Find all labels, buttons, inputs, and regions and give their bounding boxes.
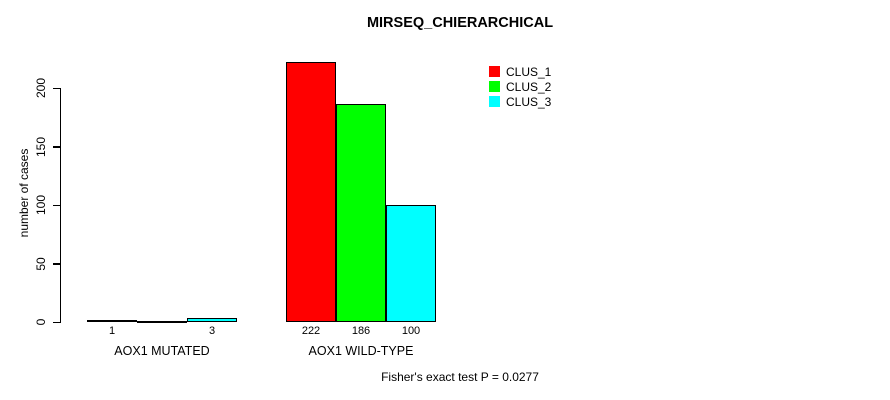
legend-swatch-icon: [489, 66, 500, 77]
bar-value-label: 3: [208, 325, 216, 337]
bar-value-label: 1: [108, 325, 116, 337]
bar-clus_2: [137, 321, 187, 323]
bar-value-label: 186: [351, 325, 371, 337]
y-axis-tick-label: 50: [34, 256, 48, 271]
bar-clus_3: [386, 205, 436, 322]
y-axis-tick: [52, 146, 60, 148]
y-axis-tick-label: 150: [34, 136, 48, 157]
x-axis-group-label: AOX1 WILD-TYPE: [308, 344, 414, 358]
chart-title: MIRSEQ_CHIERARCHICAL: [366, 15, 554, 31]
bar-value-label: 100: [401, 325, 421, 337]
legend: CLUS_1 CLUS_2 CLUS_3: [489, 64, 551, 109]
legend-swatch-icon: [489, 81, 500, 92]
bar-clus_1: [87, 320, 137, 322]
legend-label: CLUS_2: [506, 79, 552, 94]
y-axis-tick: [52, 87, 60, 89]
bar-value-label: 222: [301, 325, 321, 337]
y-axis-tick: [52, 263, 60, 265]
bar-clus_3: [187, 318, 237, 322]
y-axis-tick-label: 0: [34, 318, 48, 326]
y-axis-tick: [52, 321, 60, 323]
y-axis-tick: [52, 204, 60, 206]
bar-clus_2: [336, 104, 386, 322]
y-axis-label: number of cases: [17, 148, 31, 238]
y-axis-tick-label: 100: [34, 194, 48, 216]
y-axis-line: [59, 88, 61, 323]
legend-item-clus_2: CLUS_2: [489, 79, 551, 94]
x-axis-group-label: AOX1 MUTATED: [114, 344, 210, 358]
legend-swatch-icon: [489, 96, 500, 107]
bar-clus_1: [286, 62, 336, 322]
y-axis-tick-label: 200: [34, 77, 48, 99]
fisher-test-annotation: Fisher's exact test P = 0.0277: [381, 370, 539, 384]
legend-item-clus_3: CLUS_3: [489, 94, 551, 109]
legend-item-clus_1: CLUS_1: [489, 64, 551, 79]
legend-label: CLUS_1: [506, 64, 552, 79]
legend-label: CLUS_3: [506, 94, 552, 109]
